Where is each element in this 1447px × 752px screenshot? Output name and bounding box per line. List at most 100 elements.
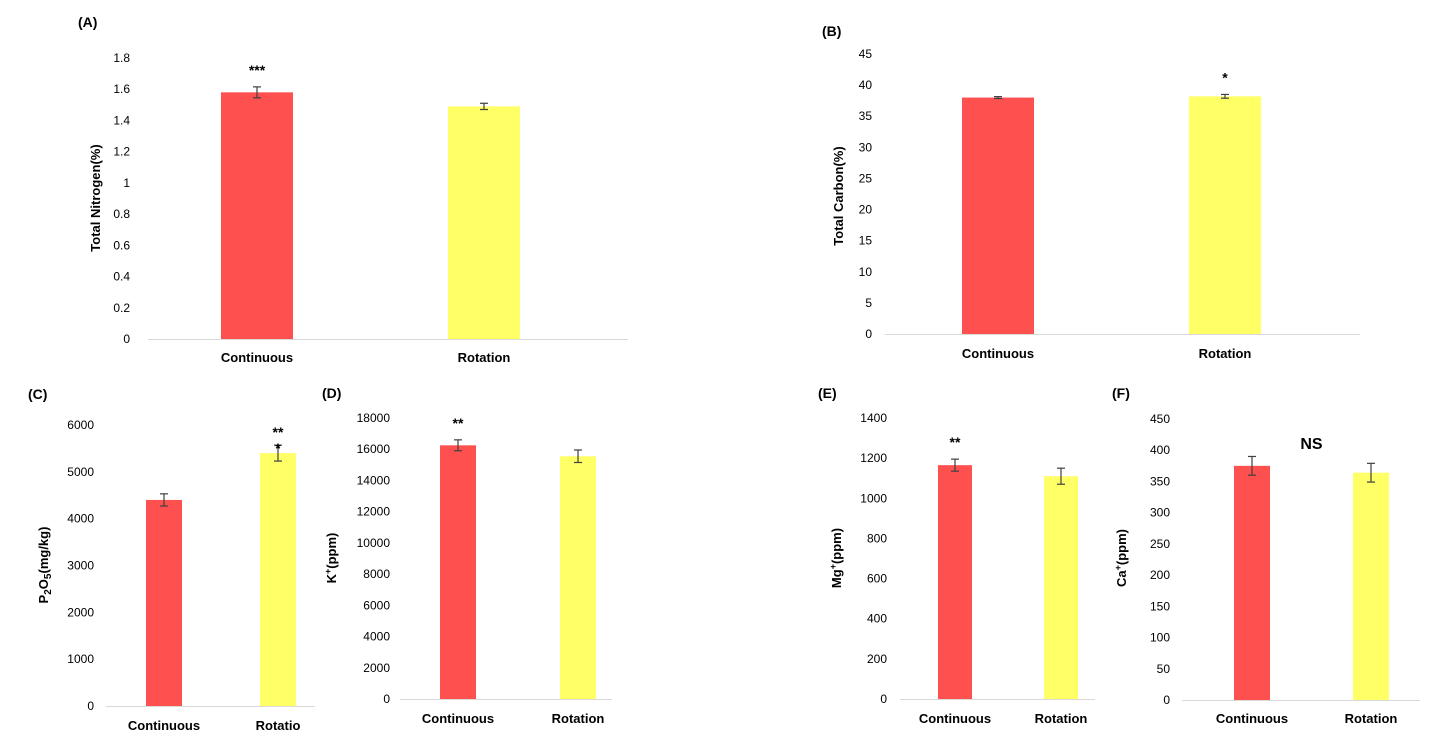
y-axis-title: Mg+(ppm) (828, 528, 844, 588)
y-tick-label: 200 (1150, 568, 1170, 582)
y-tick-label: 150 (1150, 599, 1170, 613)
bar-rotation (560, 456, 596, 699)
error-bar (480, 102, 488, 111)
chart-panel-f: (F) 0 50 100 150 200 250 300 350 400 450 Continuous… (1112, 385, 1420, 726)
y-tick-label: 15 (859, 234, 873, 248)
error-bar (253, 86, 261, 99)
x-category-label: Continuous (128, 718, 200, 733)
y-tick-label: 1400 (860, 411, 887, 425)
y-tick-label: 1200 (860, 451, 887, 465)
panel-label: (E) (818, 385, 837, 401)
y-tick-label: 1.6 (113, 82, 130, 96)
y-tick-label: 1 (123, 176, 130, 190)
error-bar (1057, 467, 1065, 485)
y-tick-label: 0 (123, 332, 130, 346)
y-tick-label: 50 (1157, 662, 1171, 676)
y-tick-label: 0.2 (113, 301, 130, 315)
y-tick-label: 1000 (67, 652, 94, 666)
x-category-label: Rotation (1199, 346, 1252, 361)
error-bar (994, 96, 1002, 100)
y-tick-label: 250 (1150, 537, 1170, 551)
chart-panel-e: (E) 0 200 400 600 800 1000 1200 1400 Continuous Ro… (818, 385, 1095, 726)
y-tick-label: 20 (859, 203, 873, 217)
y-tick-label: 400 (1150, 443, 1170, 457)
x-category-label: Continuous (919, 711, 991, 726)
bar-continuous (938, 465, 972, 699)
y-tick-label: 1.8 (113, 51, 130, 65)
y-tick-label: 6000 (363, 598, 390, 612)
x-category-label: Rotation (1035, 711, 1088, 726)
y-tick-label: 30 (859, 140, 873, 154)
y-tick-label: 1.2 (113, 145, 130, 159)
panel-label: (A) (78, 14, 97, 30)
y-tick-label: 1.4 (113, 113, 130, 127)
bar-continuous (146, 499, 182, 706)
y-tick-label: 40 (859, 78, 873, 92)
x-category-label: Rotation (552, 711, 605, 726)
y-tick-label: 35 (859, 109, 873, 123)
y-tick-label: 10 (859, 265, 873, 279)
x-category-label: Rotation (458, 350, 511, 365)
y-tick-label: 300 (1150, 506, 1170, 520)
error-bar (951, 458, 959, 472)
error-bar (160, 493, 168, 507)
y-axis-title: P2O5(mg/kg) (36, 527, 54, 604)
x-category-label: Continuous (221, 350, 293, 365)
y-tick-label: 5 (865, 296, 872, 310)
y-tick-label: 200 (867, 652, 887, 666)
y-tick-label: 0.8 (113, 207, 130, 221)
x-category-label: Continuous (1216, 711, 1288, 726)
y-tick-label: 16000 (357, 442, 391, 456)
significance-label: ** (273, 424, 284, 440)
y-tick-label: 1000 (860, 491, 887, 505)
y-tick-label: 600 (867, 572, 887, 586)
y-tick-label: 3000 (67, 559, 94, 573)
bar-rotation (448, 106, 520, 340)
error-bar (454, 439, 462, 452)
panel-label: (C) (28, 386, 47, 402)
y-tick-label: 6000 (67, 418, 94, 432)
bar-continuous (962, 97, 1034, 334)
y-tick-label: 12000 (357, 505, 391, 519)
y-tick-label: 8000 (363, 567, 390, 581)
y-tick-label: 14000 (357, 473, 391, 487)
y-tick-label: 45 (859, 47, 873, 61)
error-bar (274, 444, 282, 462)
y-tick-label: 800 (867, 531, 887, 545)
x-category-label: Rotation (1345, 711, 1398, 726)
y-tick-label: 0 (1163, 693, 1170, 707)
chart-panel-a: (A) 0 0.2 0.4 0.6 0.8 1 1.2 1.4 1.6 1.8 Continuous R… (78, 14, 628, 365)
bar-rotation (1189, 96, 1261, 334)
y-axis-title: K+(ppm) (323, 533, 339, 584)
bar-rotation (1044, 476, 1078, 699)
x-category-label: Continuous (962, 346, 1034, 361)
panel-label: (D) (322, 385, 341, 401)
y-tick-label: 2000 (67, 605, 94, 619)
y-tick-label: 450 (1150, 412, 1170, 426)
panel-label: (B) (822, 23, 841, 39)
y-axis-title: Total Nitrogen(%) (88, 144, 103, 251)
bar-continuous (1234, 465, 1270, 700)
significance-label-wrap: * (275, 440, 281, 456)
y-tick-label: 100 (1150, 631, 1170, 645)
significance-label: ** (453, 415, 464, 431)
error-bar (1248, 455, 1256, 476)
y-tick-label: 400 (867, 612, 887, 626)
y-tick-label: 18000 (357, 411, 391, 425)
y-axis-title: Total Carbon(%) (831, 146, 846, 245)
x-category-label: Continuous (422, 711, 494, 726)
panel-label: (F) (1112, 385, 1130, 401)
y-tick-label: 4000 (363, 630, 390, 644)
chart-panel-d: (D) 0 2000 4000 6000 8000 10000 12000 14000 16000… (322, 385, 612, 726)
y-tick-label: 0 (880, 692, 887, 706)
y-tick-label: 0 (383, 692, 390, 706)
y-tick-label: 350 (1150, 474, 1170, 488)
bar-rotatio (260, 453, 296, 706)
y-tick-label: 0 (87, 699, 94, 713)
bar-continuous (440, 445, 476, 699)
y-tick-label: 4000 (67, 512, 94, 526)
chart-panel-c: (C) 0 1000 2000 3000 4000 5000 6000 Continuous Ro… (28, 386, 315, 733)
y-axis-title: Ca+(ppm) (1113, 529, 1129, 587)
x-category-label: Rotatio (256, 718, 301, 733)
